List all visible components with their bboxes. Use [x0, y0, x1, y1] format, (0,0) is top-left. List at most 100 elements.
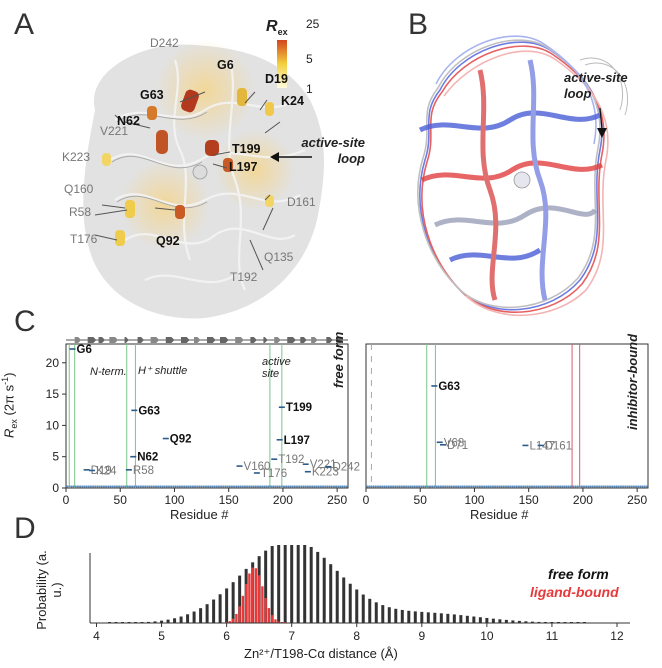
free-form-bar: [433, 612, 437, 623]
baseline-point: [565, 485, 568, 488]
baseline-point: [489, 485, 492, 488]
baseline-point: [626, 485, 629, 488]
ligand-bound-bar: [264, 598, 267, 623]
baseline-point: [306, 485, 309, 488]
baseline-point: [165, 485, 168, 488]
ss-strand: [180, 337, 190, 343]
residue-label-k24: K24: [281, 94, 304, 108]
baseline-point: [280, 485, 283, 488]
baseline-point: [593, 485, 596, 488]
baseline-point: [398, 485, 401, 488]
baseline-point: [630, 485, 633, 488]
baseline-point: [252, 485, 255, 488]
baseline-point: [621, 485, 625, 488]
free-form-bar: [472, 616, 476, 623]
baseline-point: [246, 485, 249, 488]
baseline-point: [485, 485, 488, 488]
residue-label-g63: G63: [140, 88, 164, 102]
baseline-point: [569, 485, 573, 488]
baseline-point: [187, 485, 190, 488]
baseline-point: [72, 485, 75, 488]
free-form-bar: [238, 575, 242, 623]
x-tick-label: 8: [353, 629, 360, 643]
baseline-point: [167, 485, 171, 488]
ss-strand: [300, 337, 307, 343]
baseline-point: [643, 485, 646, 488]
hot-residues: [102, 88, 274, 246]
ligand-bound-bar: [235, 613, 238, 623]
baseline-point: [400, 485, 403, 488]
x-tick-label: 5: [158, 629, 165, 643]
baseline-point: [613, 485, 616, 488]
baseline-point: [582, 485, 586, 488]
baseline-point: [415, 485, 419, 488]
ss-strand: [274, 337, 281, 343]
baseline-point: [457, 485, 460, 488]
baseline-point: [274, 485, 277, 488]
ss-strand: [137, 337, 145, 343]
baseline-point: [509, 485, 512, 488]
x-tick-label: 150: [519, 493, 539, 507]
baseline-point: [113, 485, 116, 488]
free-form-bar: [426, 612, 430, 623]
baseline-point: [530, 485, 534, 488]
point-label: V221: [310, 459, 337, 471]
colorbar-tick-25: 25: [306, 17, 320, 31]
baseline-point: [120, 485, 123, 488]
d-legend-ligand: ligand-bound: [530, 584, 619, 600]
baseline-point: [321, 485, 325, 488]
baseline-point: [379, 485, 382, 488]
baseline-point: [472, 485, 475, 488]
baseline-point: [285, 485, 288, 488]
baseline-point: [124, 485, 127, 488]
residue-label-q92: Q92: [156, 234, 180, 248]
ss-strand: [87, 337, 97, 343]
baseline-point: [444, 485, 447, 488]
x-tick-label: 250: [627, 493, 647, 507]
baseline-point: [250, 485, 253, 488]
colorbar: [277, 40, 287, 88]
baseline-point: [228, 485, 231, 488]
baseline-point: [383, 485, 386, 488]
region-label-h-shuttle: H⁺ shuttle: [138, 365, 188, 377]
baseline-point: [215, 485, 218, 488]
free-form-bar: [199, 608, 203, 623]
residue-label-k223: K223: [62, 150, 91, 164]
baseline-point: [315, 485, 318, 488]
baseline-point: [330, 485, 333, 488]
baseline-point: [241, 485, 244, 488]
baseline-point: [441, 485, 445, 488]
baseline-point: [619, 485, 622, 488]
baseline-point: [435, 485, 438, 488]
point-label: N62: [137, 452, 158, 464]
baseline-point: [368, 485, 371, 488]
baseline-point: [426, 485, 429, 488]
baseline-point: [68, 485, 71, 488]
baseline-point: [148, 485, 151, 488]
baseline-point: [433, 485, 436, 488]
ss-strand: [263, 337, 268, 343]
baseline-point: [161, 485, 164, 488]
baseline-point: [233, 485, 236, 488]
baseline-point: [370, 485, 373, 488]
ss-strand: [124, 337, 129, 343]
baseline-point: [634, 485, 638, 488]
free-form-bar: [277, 545, 281, 623]
baseline-point: [543, 485, 547, 488]
baseline-point: [628, 485, 631, 488]
free-form-bar: [264, 550, 268, 623]
baseline-point: [220, 485, 223, 488]
ligand-bound-bar: [274, 619, 277, 623]
baseline-point: [133, 485, 136, 488]
baseline-point: [150, 485, 153, 488]
baseline-point: [637, 485, 640, 488]
baseline-point: [645, 485, 649, 488]
baseline-point: [291, 485, 294, 488]
baseline-point: [563, 485, 566, 488]
x-tick-label: 6: [223, 629, 230, 643]
baseline-point: [176, 485, 179, 488]
baseline-point: [559, 485, 562, 488]
baseline-point: [574, 485, 577, 488]
baseline-point: [70, 485, 73, 488]
c-right-frame: [365, 343, 649, 489]
